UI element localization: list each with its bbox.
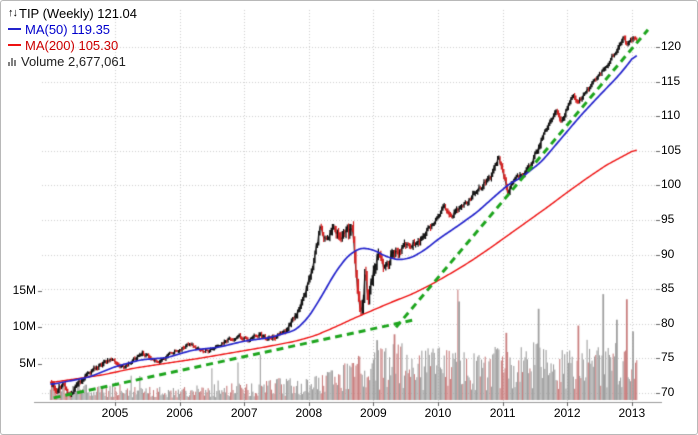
chart-legend: ↑↓ TIP (Weekly) 121.04 MA(50) 119.35 MA(… [8,5,137,69]
ma200-line-icon [8,44,21,46]
legend-ma50-row: MA(50) 119.35 [8,21,137,37]
legend-ma200-row: MA(200) 105.30 [8,37,137,53]
ma50-label: MA(50) 119.35 [25,21,111,37]
updown-arrows-icon: ↑↓ [8,7,18,19]
chart-title: TIP (Weekly) 121.04 [19,5,138,21]
legend-title-row: ↑↓ TIP (Weekly) 121.04 [8,5,137,21]
ma50-line-icon [8,28,21,30]
legend-volume-row: Volume 2,677,061 [8,53,137,69]
volume-label: Volume 2,677,061 [21,53,126,69]
volume-bars-icon [8,57,17,66]
ma200-label: MA(200) 105.30 [25,37,119,53]
